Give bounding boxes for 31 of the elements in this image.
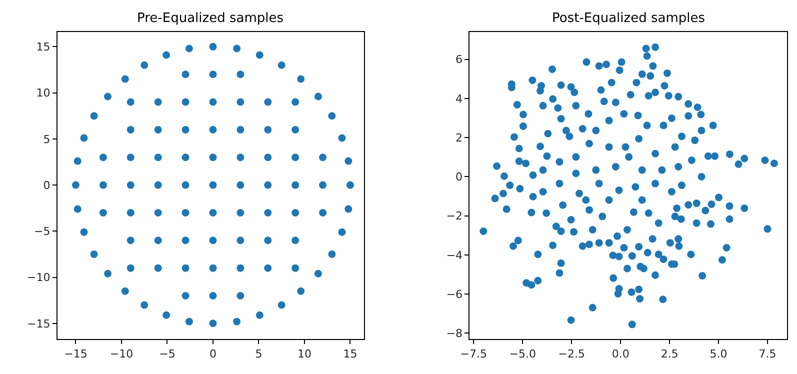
y-tick-label: −5 bbox=[34, 225, 50, 238]
x-tick-label: 5 bbox=[255, 347, 262, 360]
y-tick-label: 6 bbox=[456, 53, 463, 66]
y-tick-label: 4 bbox=[456, 92, 463, 106]
y-tick-label: −15 bbox=[27, 317, 50, 330]
x-tick-label: −15 bbox=[64, 347, 88, 360]
x-tick-label: −5.0 bbox=[509, 347, 536, 360]
y-tick-label: −8 bbox=[446, 327, 463, 340]
x-tick-label: −7.5 bbox=[460, 347, 488, 360]
x-tick-label: 0 bbox=[209, 347, 216, 360]
y-tick-label: 15 bbox=[36, 40, 50, 54]
x-tick-label: −2.5 bbox=[558, 347, 585, 360]
x-tick-label: 7.5 bbox=[758, 347, 776, 360]
x-tick-label: 15 bbox=[343, 347, 358, 360]
x-tick-label: −5 bbox=[159, 347, 176, 360]
x-tick-label: 0.0 bbox=[612, 347, 630, 360]
chart-title: Pre-Equalized samples bbox=[137, 11, 284, 26]
y-tick-label: 10 bbox=[36, 86, 50, 100]
y-tick-label: −2 bbox=[446, 210, 463, 223]
y-tick-label: 0 bbox=[43, 178, 50, 192]
y-tick-label: −4 bbox=[446, 248, 463, 262]
x-tick-label: 5.0 bbox=[710, 347, 728, 360]
y-tick-label: −6 bbox=[446, 288, 463, 301]
chart-title: Post-Equalized samples bbox=[552, 11, 706, 26]
y-tick-label: 5 bbox=[43, 132, 50, 146]
y-tick-label: 2 bbox=[456, 131, 463, 144]
y-tick-label: −10 bbox=[27, 271, 50, 284]
y-tick-label: 0 bbox=[456, 170, 463, 184]
x-tick-label: 2.5 bbox=[660, 347, 678, 360]
x-tick-label: −10 bbox=[110, 347, 134, 360]
x-tick-label: 10 bbox=[297, 347, 312, 360]
